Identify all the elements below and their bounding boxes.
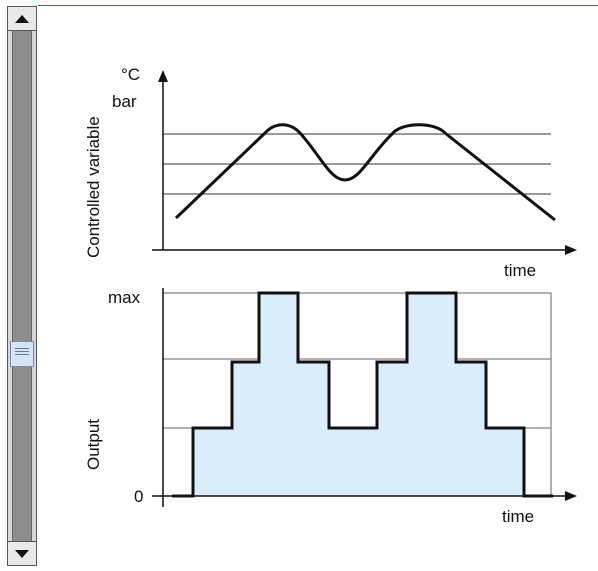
- controlled-variable-curve: [174, 123, 556, 222]
- unit-degrees: °C: [121, 65, 140, 84]
- vertical-scrollbar[interactable]: [7, 6, 37, 566]
- y-tick-zero: 0: [134, 487, 143, 506]
- output-step-line: [172, 291, 553, 498]
- controlled-variable-chart: °C bar Controlled variable time: [84, 65, 577, 280]
- arrow-down-icon: [15, 550, 29, 558]
- y-axis-label-upper: Controlled variable: [84, 116, 103, 258]
- top-rule: [38, 5, 598, 6]
- scroll-down-button[interactable]: [8, 541, 36, 565]
- x-axis-label-upper: time: [504, 261, 536, 280]
- grip-icon: [15, 348, 29, 351]
- y-tick-max: max: [108, 288, 141, 307]
- y-axis-label-lower: Output: [84, 419, 103, 470]
- unit-bar: bar: [112, 92, 137, 111]
- arrow-up-icon: [15, 15, 29, 23]
- scroll-track[interactable]: [12, 31, 32, 543]
- x-axis-label-lower: time: [502, 507, 534, 526]
- output-chart: max 0 Output time: [84, 288, 577, 526]
- scroll-thumb[interactable]: [10, 341, 34, 367]
- scroll-up-button[interactable]: [8, 7, 36, 31]
- output-area-fill: [193, 293, 524, 496]
